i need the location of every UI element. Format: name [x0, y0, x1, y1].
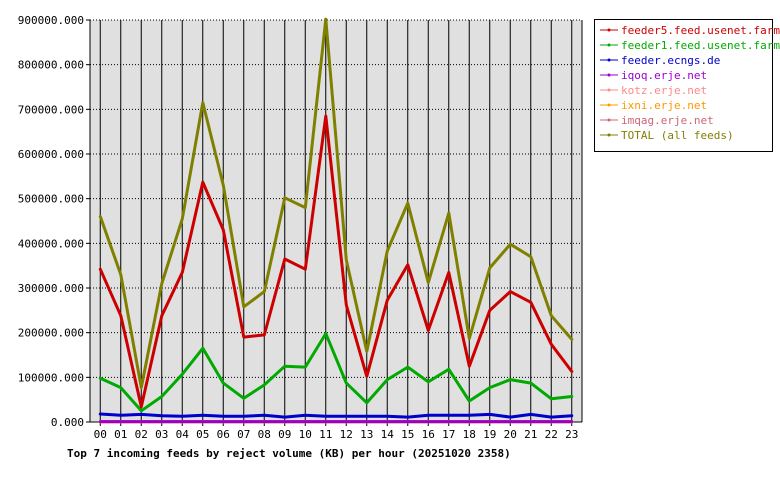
- x-axis-ticks: 00 01 02 03 04 05 06 07 08 09 10 11 12 13 14 15 16 17 18 19…: [94, 422, 578, 441]
- x-tick-label: 16: [422, 428, 435, 441]
- y-tick-label: 600000.000: [18, 148, 84, 161]
- x-tick-label: 00: [94, 428, 107, 441]
- x-tick-label: 04: [176, 428, 190, 441]
- x-tick-label: 15: [401, 428, 414, 441]
- x-tick-label: 17: [442, 428, 455, 441]
- x-tick-label: 14: [381, 428, 395, 441]
- legend-entry: feeder5.feed.usenet.farm: [621, 24, 780, 37]
- legend-marker: [607, 58, 611, 62]
- y-axis-ticks: 0.000 100000.000 200000.000 300000.000 40000…: [18, 14, 90, 429]
- x-tick-label: 20: [504, 428, 517, 441]
- y-tick-label: 500000.000: [18, 193, 84, 206]
- x-tick-label: 02: [135, 428, 148, 441]
- legend-entry: feeder1.feed.usenet.farm: [621, 39, 780, 52]
- legend-box: [594, 19, 773, 152]
- y-tick-label: 300000.000: [18, 282, 84, 295]
- x-tick-label: 11: [319, 428, 332, 441]
- legend-marker: [607, 103, 611, 107]
- x-tick-label: 05: [196, 428, 209, 441]
- series-lines: [98, 17, 574, 424]
- legend-entry: ixni.erje.net: [621, 99, 707, 112]
- legend: feeder5.feed.usenet.farm feeder1.feed.use…: [594, 19, 780, 152]
- x-tick-label: 18: [463, 428, 476, 441]
- y-tick-label: 800000.000: [18, 59, 84, 72]
- grid: [90, 19, 582, 423]
- x-tick-label: 13: [360, 428, 373, 441]
- y-tick-label: 900000.000: [18, 14, 84, 27]
- x-tick-label: 08: [258, 428, 271, 441]
- series-line-feeder5-feed-usenet-farm: [98, 114, 574, 409]
- x-tick-label: 12: [340, 428, 353, 441]
- legend-entry: imqag.erje.net: [621, 114, 714, 127]
- legend-entry: TOTAL (all feeds): [621, 129, 734, 142]
- x-tick-label: 03: [155, 428, 168, 441]
- x-tick-label: 09: [278, 428, 291, 441]
- x-tick-label: 23: [565, 428, 578, 441]
- x-tick-label: 10: [299, 428, 312, 441]
- legend-entry: iqoq.erje.net: [621, 69, 707, 82]
- x-tick-label: 19: [483, 428, 496, 441]
- y-tick-label: 200000.000: [18, 327, 84, 340]
- legend-marker: [607, 118, 611, 122]
- legend-marker: [607, 133, 611, 137]
- legend-entry: feeder.ecngs.de: [621, 54, 720, 67]
- x-tick-label: 22: [545, 428, 558, 441]
- legend-marker: [607, 43, 611, 47]
- x-tick-label: 07: [237, 428, 250, 441]
- legend-marker: [607, 73, 611, 77]
- x-tick-label: 21: [524, 428, 537, 441]
- y-tick-label: 700000.000: [18, 103, 84, 116]
- y-tick-label: 100000.000: [18, 371, 84, 384]
- legend-entry: kotz.erje.net: [621, 84, 707, 97]
- series-line-feeder1-feed-usenet-farm: [98, 332, 574, 413]
- chart-title: Top 7 incoming feeds by reject volume (K…: [67, 447, 511, 460]
- y-tick-label: 400000.000: [18, 237, 84, 250]
- x-tick-label: 06: [217, 428, 230, 441]
- legend-marker: [607, 28, 611, 32]
- series-line-feeder-ecngs-de: [98, 412, 574, 419]
- legend-marker: [607, 88, 611, 92]
- series-line-total-all-feeds: [98, 17, 574, 390]
- x-tick-label: 01: [114, 428, 127, 441]
- y-tick-label: 0.000: [51, 416, 84, 429]
